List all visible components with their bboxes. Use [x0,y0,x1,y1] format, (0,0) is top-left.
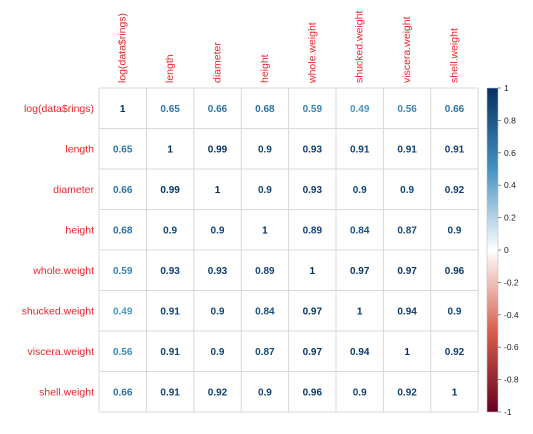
row-label: whole.weight [32,265,94,277]
cell-values: 1 0.65 0.66 0.68 0.59 0.49 0.56 0.66 0.65 1 0.99 0.… [113,104,465,399]
cell-value: 0.9 [353,185,367,196]
column-label: height [259,54,271,83]
column-label: shell.weight [449,28,461,83]
column-label: diameter [212,42,224,83]
colorbar-tick-label: -0.4 [504,310,519,320]
cell-value: 0.87 [255,347,275,358]
cell-value: 0.91 [397,144,417,155]
column-labels: log(data$rings) length diameter height whole… [117,11,461,84]
cell-value: 0.89 [303,225,323,236]
cell-value: 0.94 [397,306,417,317]
row-label: diameter [53,184,94,196]
row-label: viscera.weight [27,346,94,358]
cell-value: 0.9 [211,306,225,317]
cell-value: 0.9 [258,387,272,398]
cell-value: 0.99 [160,185,180,196]
cell-value: 0.84 [255,306,275,317]
colorbar-gradient [486,87,499,413]
cell-value: 0.92 [208,387,228,398]
column-label: whole.weight [306,22,318,84]
cell-value: 0.66 [445,104,465,115]
cell-value: 0.91 [445,144,465,155]
cell-value: 0.59 [303,104,323,115]
cell-value: 0.93 [160,266,180,277]
cell-value: 0.56 [113,347,133,358]
row-labels: log(data$rings) length diameter height whole… [22,103,95,399]
row-label: height [65,224,94,236]
colorbar-tick-label: 0.8 [504,115,516,125]
cell-value: 0.9 [211,225,225,236]
cell-value: 0.9 [448,225,462,236]
cell-value: 0.84 [350,225,370,236]
cell-value: 0.9 [448,306,462,317]
cell-value: 1 [452,387,458,398]
cell-value: 0.87 [397,225,417,236]
cell-value: 0.92 [445,185,465,196]
cell-value: 0.68 [255,104,275,115]
cell-value: 0.91 [160,347,180,358]
row-label: length [65,143,94,155]
column-label: shucked.weight [354,11,366,83]
cell-value: 0.9 [211,347,225,358]
colorbar-tick-label: 0.2 [504,213,516,223]
cell-value: 1 [357,306,363,317]
colorbar-tick-label: 0 [504,245,509,255]
cell-value: 0.91 [350,144,370,155]
cell-value: 0.94 [350,347,370,358]
cell-value: 0.9 [258,185,272,196]
grid-layer [98,87,479,413]
cell-value: 0.66 [113,387,133,398]
cell-value: 0.93 [303,185,323,196]
colorbar-tick-label: -0.8 [504,375,519,385]
cell-value: 0.96 [445,266,465,277]
colorbar-tick-label: 0.4 [504,180,516,190]
cell-value: 0.97 [350,266,370,277]
column-label: length [164,54,176,83]
cell-value: 0.96 [303,387,323,398]
cell-value: 1 [215,185,221,196]
row-label: shucked.weight [22,305,94,317]
colorbar: 1 0.8 0.6 0.4 0.2 0 -0.2 -0.4 -0.6 -0.8 -1 [486,83,519,417]
cell-value: 0.9 [353,387,367,398]
cell-value: 0.92 [397,387,417,398]
cell-value: 0.92 [445,347,465,358]
cell-value: 0.59 [113,266,133,277]
cell-value: 0.89 [255,266,275,277]
cell-value: 0.93 [303,144,323,155]
cell-value: 1 [404,347,410,358]
cell-value: 0.97 [397,266,417,277]
colorbar-tick-label: 0.6 [504,148,516,158]
cell-value: 0.66 [113,185,133,196]
row-label: log(data$rings) [24,103,94,115]
cell-value: 0.97 [303,347,323,358]
cell-value: 1 [120,104,126,115]
colorbar-tick-label: -0.6 [504,342,519,352]
cell-value: 0.97 [303,306,323,317]
cell-value: 1 [167,144,173,155]
cell-value: 0.68 [113,225,133,236]
cell-value: 1 [262,225,268,236]
colorbar-tick-label: 1 [504,83,509,93]
colorbar-tick-label: -0.2 [504,277,519,287]
cell-value: 1 [310,266,316,277]
cell-value: 0.65 [160,104,180,115]
cell-value: 0.49 [350,104,370,115]
column-label: log(data$rings) [117,13,129,83]
cell-value: 0.9 [258,144,272,155]
cell-value: 0.65 [113,144,133,155]
cell-value: 0.9 [163,225,177,236]
cell-value: 0.93 [208,266,228,277]
colorbar-tick-label: -1 [504,407,512,417]
cell-value: 0.49 [113,306,133,317]
cell-value: 0.66 [208,104,228,115]
cell-value: 0.9 [400,185,414,196]
row-label: shell.weight [39,386,94,398]
cell-value: 0.91 [160,306,180,317]
column-label: viscera.weight [401,16,413,83]
cell-value: 0.56 [397,104,417,115]
cell-value: 0.99 [208,144,228,155]
cell-value: 0.91 [160,387,180,398]
